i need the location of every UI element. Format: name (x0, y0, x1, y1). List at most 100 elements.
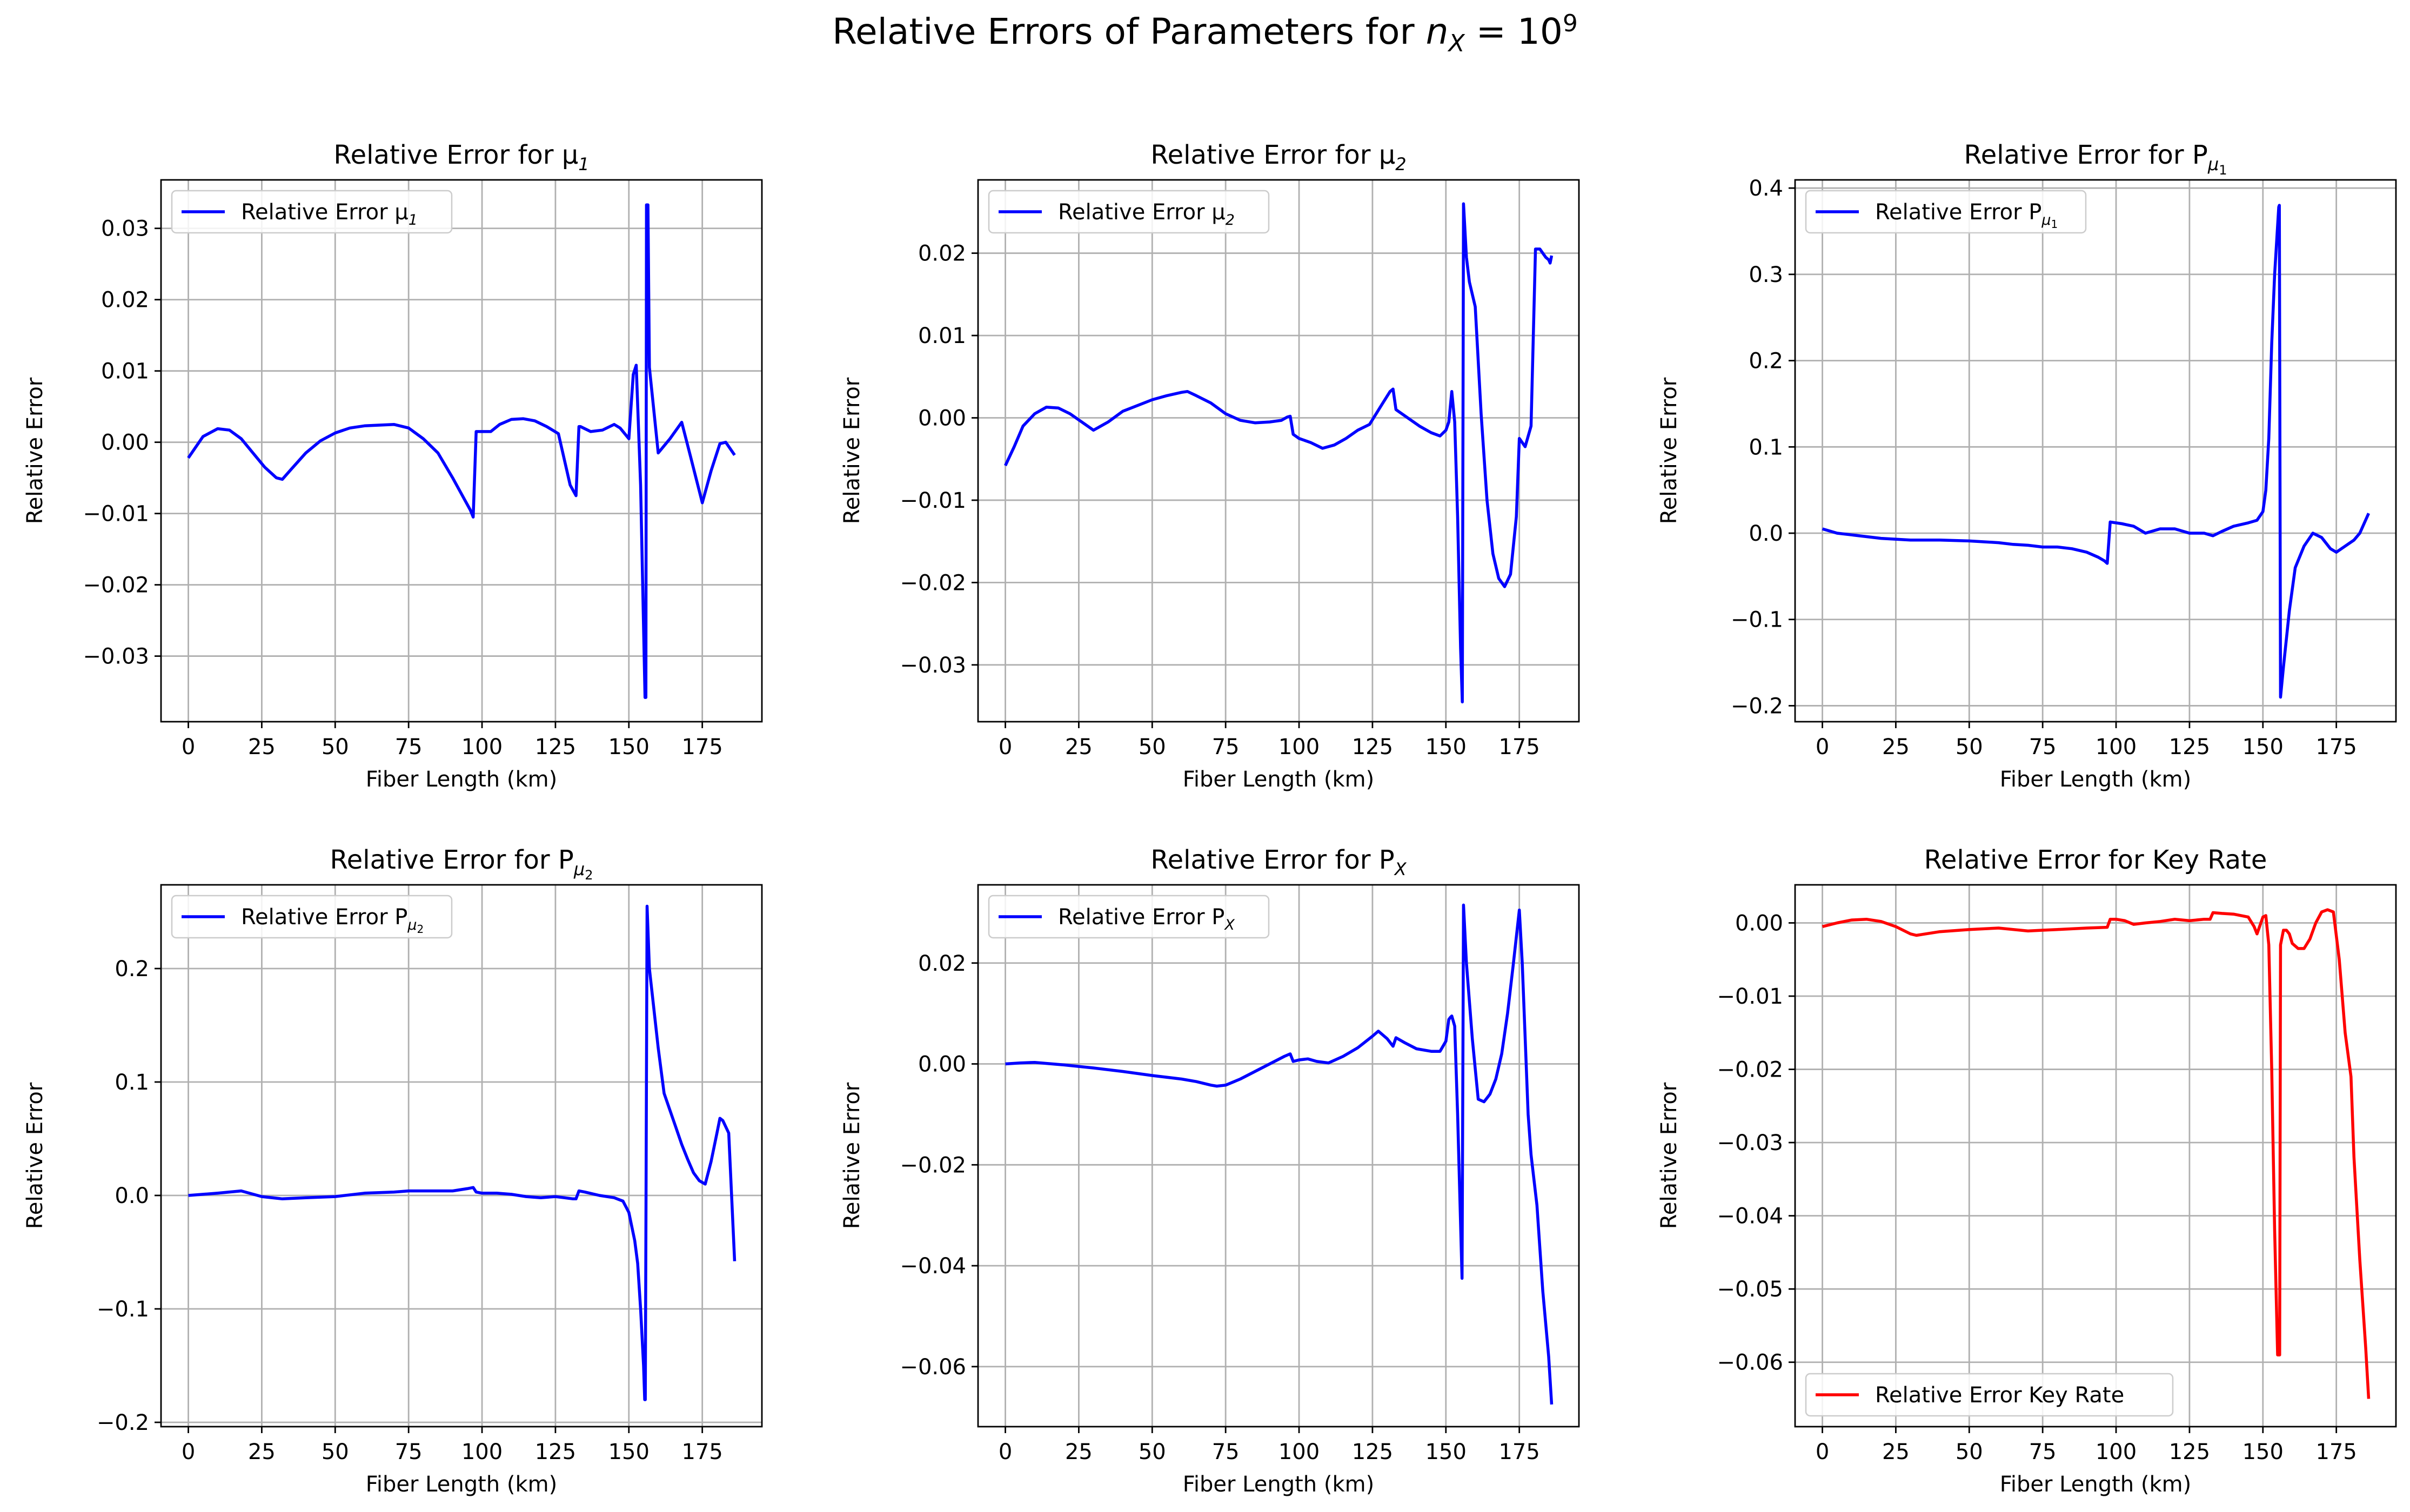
legend-label-sub: X (1223, 917, 1235, 933)
x-tick-label: 100 (1278, 1440, 1320, 1464)
x-tick-label: 175 (1498, 1440, 1539, 1464)
series-line (1005, 903, 1554, 1405)
x-tick-label: 0 (182, 735, 195, 760)
x-tick-label: 25 (1065, 735, 1093, 760)
plot-frame (1794, 179, 2397, 723)
y-tick-label: −0.02 (900, 1153, 966, 1178)
legend-box (171, 190, 453, 234)
y-tick-label: −0.04 (1717, 1204, 1783, 1229)
subplot-2: 0 25 50 75 100 125 150 175 −0.03 −0.02 −0.01 0.00 0.… (840, 140, 1580, 792)
y-tick-label: 0.2 (1749, 349, 1783, 374)
y-tick-label: 0.01 (918, 324, 966, 348)
y-axis-label: Relative Error (840, 377, 865, 524)
x-tick-label: 75 (395, 735, 423, 760)
x-axis-label: Fiber Length (km) (2000, 1472, 2191, 1497)
y-tick-label: −0.2 (97, 1410, 149, 1435)
series-line (1822, 204, 2371, 699)
x-tick-label: 150 (1425, 1440, 1467, 1464)
legend-label: Relative Error PX (1058, 905, 1235, 933)
subplot-title-subsub: 1 (2219, 163, 2227, 178)
y-axis-label: Relative Error (23, 1082, 48, 1229)
x-tick-label: 0 (182, 1440, 195, 1464)
y-tick-label: −0.01 (1717, 984, 1783, 1009)
legend-label-subsub: 1 (2051, 218, 2058, 231)
legend-label-text: Relative Error Key Rate (1875, 1383, 2124, 1408)
y-axis-label: Relative Error (840, 1082, 865, 1229)
legend-box (988, 895, 1270, 939)
y-tick-label: 0.0 (1749, 521, 1783, 546)
plot-frame (977, 179, 1580, 723)
figure-title-sup: 9 (1562, 10, 1578, 37)
legend-label-text: Relative Error P (1875, 200, 2041, 225)
x-tick-label: 75 (2029, 1440, 2057, 1464)
subplot-title-text: Relative Error for μ (333, 140, 578, 170)
subplot-title-sub: μ (573, 859, 585, 879)
y-tick-label: 0.03 (101, 217, 149, 241)
subplot-title-text: Relative Error for Key Rate (1924, 845, 2267, 875)
x-tick-label: 125 (2169, 735, 2210, 760)
x-tick-label: 50 (322, 1440, 349, 1464)
subplot-4: 0 25 50 75 100 125 150 175 −0.2 −0.1 0.0 0.1 0.2 Rela… (23, 845, 763, 1497)
x-tick-label: 100 (461, 1440, 503, 1464)
x-tick-label: 125 (1352, 1440, 1393, 1464)
y-tick-label: −0.03 (1717, 1131, 1783, 1155)
subplot-title: Relative Error for Pμ2 (330, 845, 593, 883)
legend-label-sub: 1 (409, 212, 418, 229)
subplot-title-subsub: 2 (585, 868, 593, 883)
legend-label-sub: μ (407, 917, 417, 933)
x-tick-label: 25 (248, 1440, 276, 1464)
y-tick-label: −0.02 (1717, 1058, 1783, 1083)
y-tick-label: 0.1 (1749, 435, 1783, 460)
x-tick-label: 125 (2169, 1440, 2210, 1464)
subplot-3: 0 25 50 75 100 125 150 175 −0.2 −0.1 0.0 0.1 0.2 0.3 0… (1657, 140, 2397, 792)
y-tick-label: 0.0 (115, 1184, 149, 1208)
legend-box (1805, 190, 2087, 234)
plot-frame (977, 884, 1580, 1428)
y-tick-label: −0.01 (83, 502, 149, 527)
legend-box (1805, 1373, 2174, 1417)
x-tick-label: 150 (2242, 735, 2284, 760)
y-tick-label: −0.1 (97, 1297, 149, 1322)
x-tick-label: 0 (1816, 1440, 1829, 1464)
x-tick-label: 175 (1498, 735, 1539, 760)
subplot-title: Relative Error for Key Rate (1924, 845, 2267, 875)
x-tick-label: 50 (322, 735, 349, 760)
series-line (1004, 202, 1554, 704)
y-tick-label: −0.05 (1717, 1277, 1783, 1302)
figure-title-eq: = 10 (1464, 11, 1563, 52)
x-tick-label: 150 (608, 735, 650, 760)
figure-title-main: Relative Errors of Parameters for (832, 11, 1426, 52)
x-tick-label: 0 (1816, 735, 1829, 760)
x-axis-label: Fiber Length (km) (1183, 1472, 1374, 1497)
y-tick-label: 0.02 (918, 951, 966, 976)
y-tick-label: −0.06 (1717, 1350, 1783, 1375)
x-tick-label: 75 (1212, 1440, 1240, 1464)
legend-box (171, 895, 453, 939)
figure-title-math: n (1425, 11, 1449, 52)
series-line (187, 203, 736, 699)
plot-frame (160, 179, 763, 723)
y-tick-label: −0.2 (1731, 694, 1783, 718)
x-tick-label: 0 (999, 735, 1012, 760)
series-line (188, 904, 737, 1401)
x-tick-label: 125 (1352, 735, 1393, 760)
y-tick-label: 0.00 (918, 1052, 966, 1077)
x-tick-label: 50 (1139, 735, 1166, 760)
x-axis-label: Fiber Length (km) (366, 1472, 557, 1497)
x-tick-label: 0 (999, 1440, 1012, 1464)
subplot-title: Relative Error for Pμ1 (1964, 140, 2227, 178)
legend-label-sub: μ (2041, 212, 2051, 229)
subplot-title-sub: 2 (1395, 154, 1406, 174)
y-tick-label: 0.1 (115, 1070, 149, 1095)
subplot-title-sub: 1 (578, 154, 589, 174)
x-tick-label: 125 (535, 1440, 576, 1464)
y-tick-label: 0.02 (918, 241, 966, 266)
subplot-5: 0 25 50 75 100 125 150 175 −0.06 −0.04 −0.02 0.00 0.… (840, 845, 1580, 1497)
y-tick-label: −0.1 (1731, 608, 1783, 633)
subplot-title-sub: μ (2207, 154, 2219, 174)
x-tick-label: 150 (1425, 735, 1467, 760)
subplot-6: 0 25 50 75 100 125 150 175 −0.06 −0.05 −0.04 −0.03 −… (1657, 845, 2397, 1497)
subplot-1: 0 25 50 75 100 125 150 175 −0.03 −0.02 −0.01 0.00 0.… (23, 140, 763, 792)
subplot-title-text: Relative Error for P (1964, 140, 2208, 170)
